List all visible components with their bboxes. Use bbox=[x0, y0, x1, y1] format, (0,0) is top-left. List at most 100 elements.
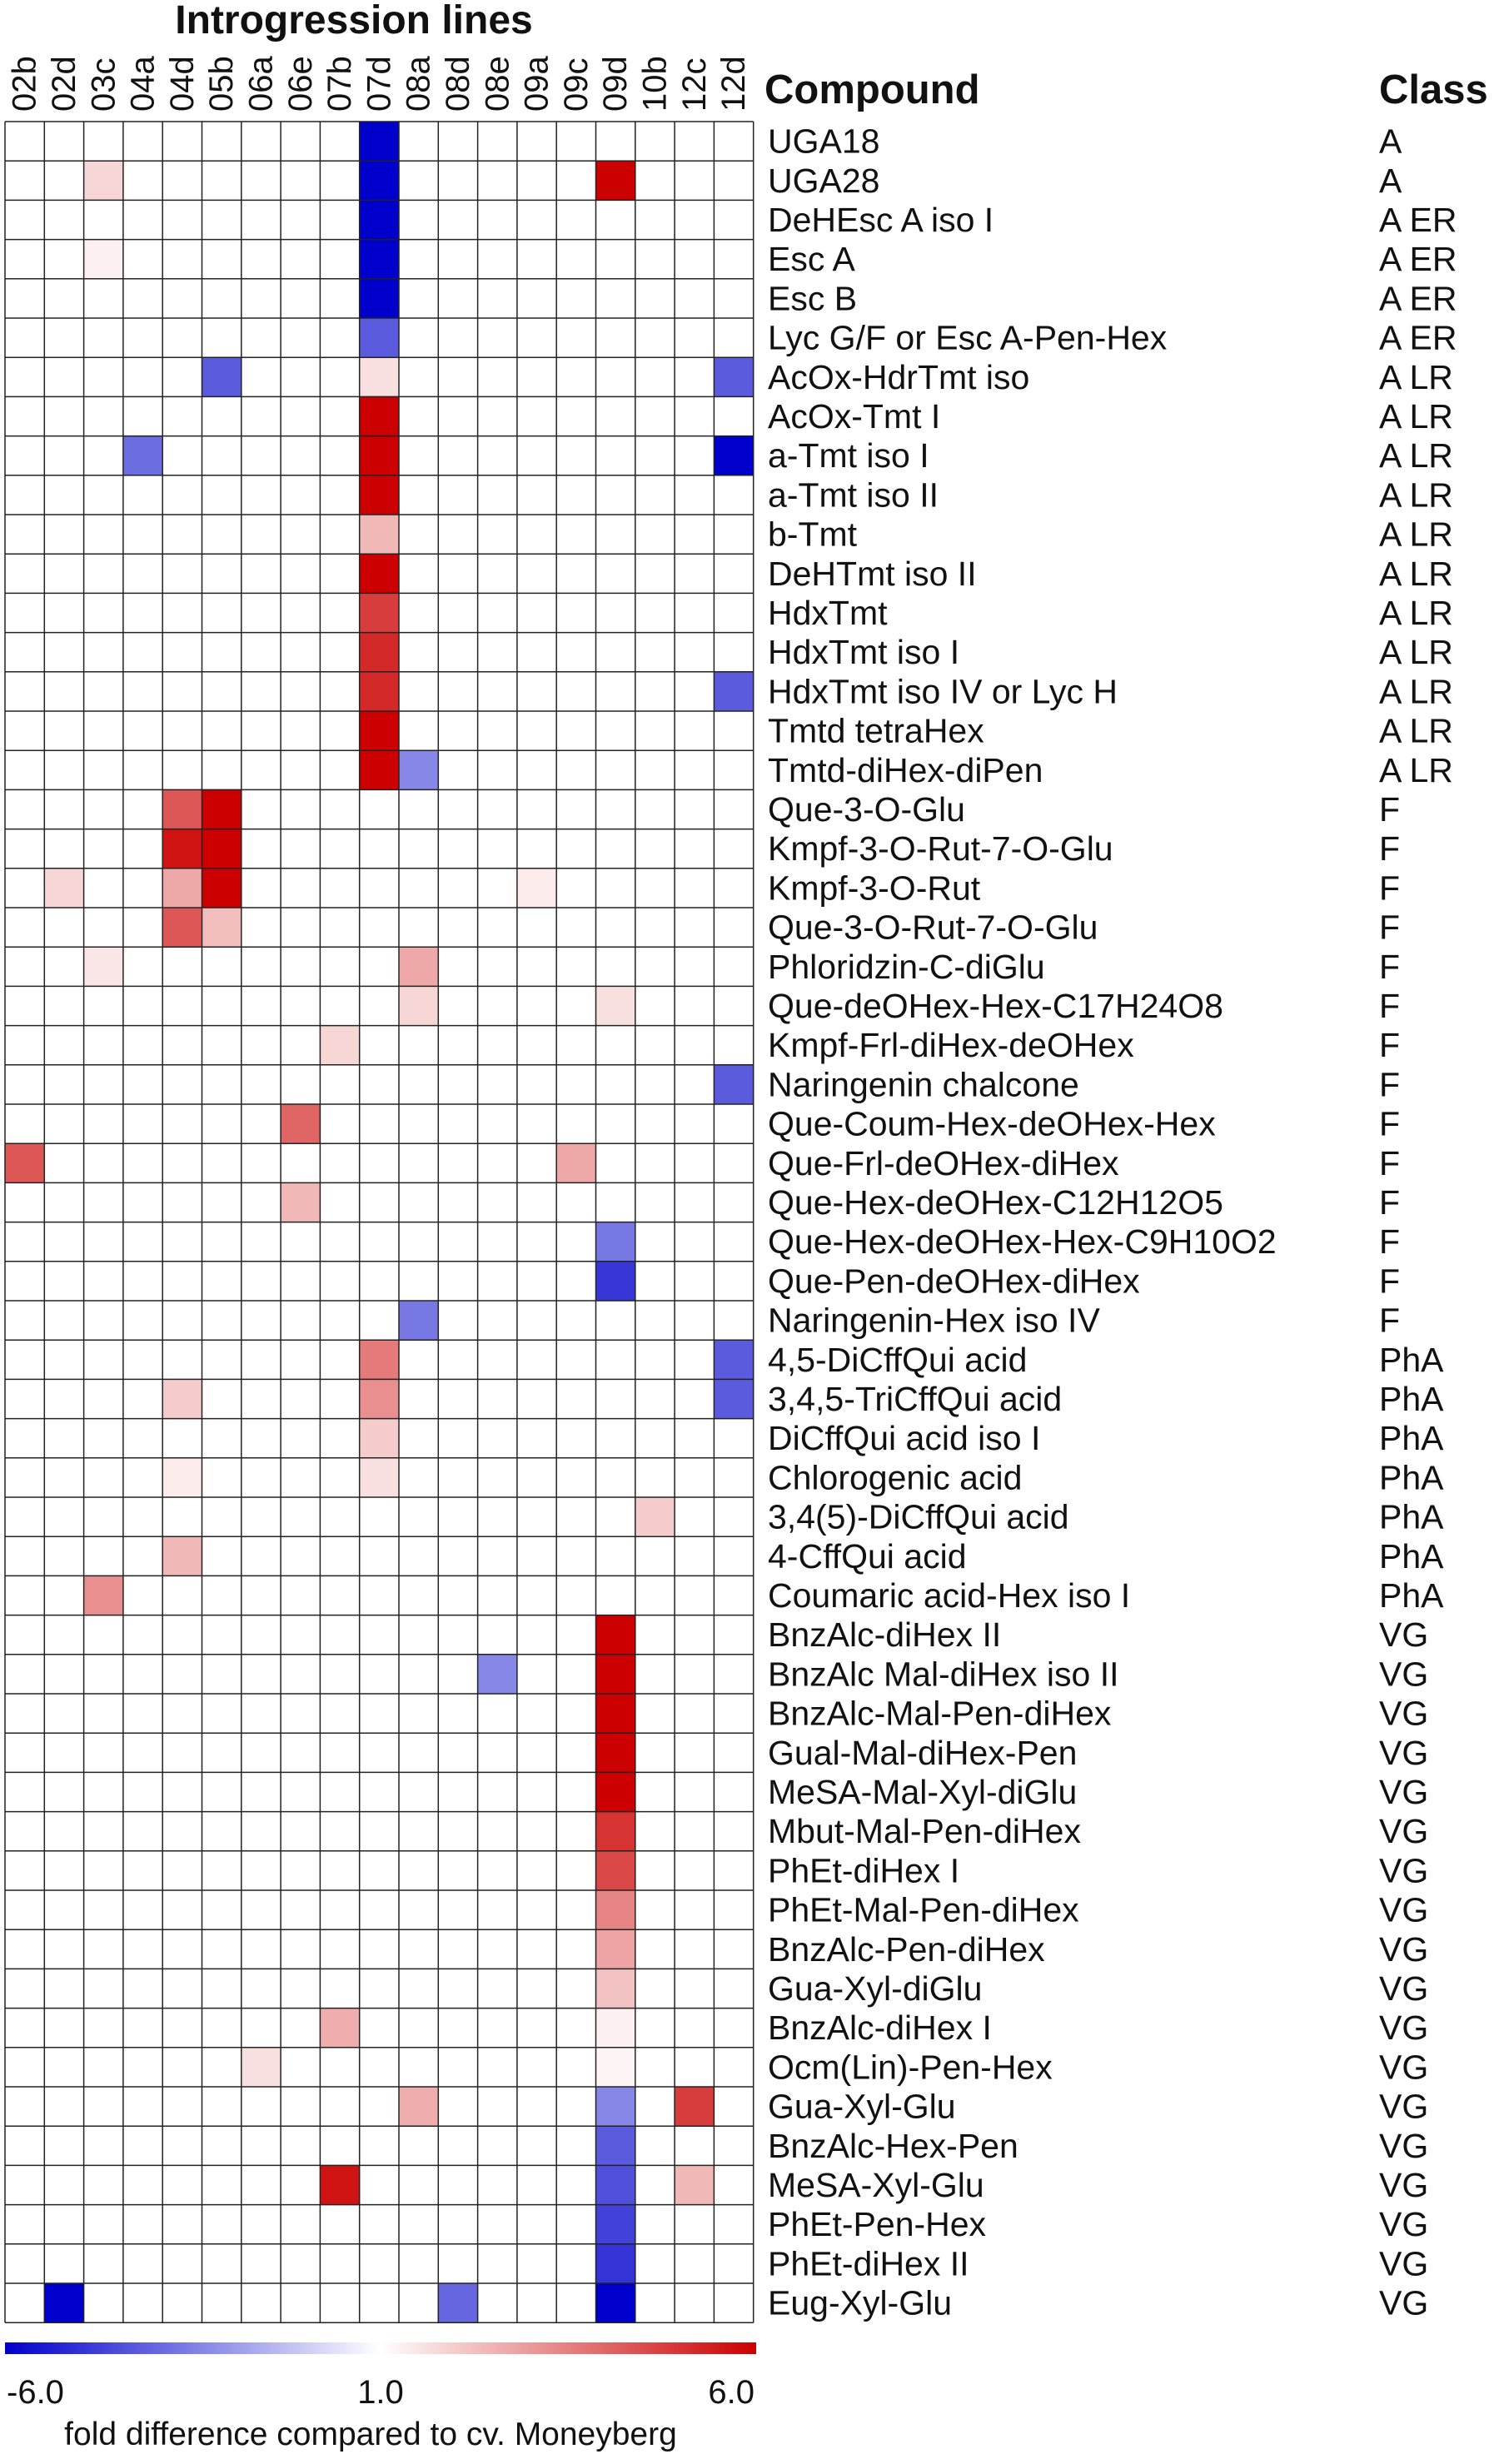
class-label: A ER bbox=[1379, 319, 1457, 357]
compound-label: Mbut-Mal-Pen-diHex bbox=[768, 1812, 1081, 1850]
heatmap-cell-07d-3 bbox=[359, 200, 399, 240]
class-label: F bbox=[1379, 1105, 1400, 1143]
compound-label: UGA28 bbox=[768, 162, 879, 200]
compound-label: Gual-Mal-diHex-Pen bbox=[768, 1734, 1077, 1772]
column-label-07b: 07b bbox=[321, 56, 358, 112]
class-label: F bbox=[1379, 1262, 1400, 1300]
class-label: VG bbox=[1379, 2205, 1428, 2243]
heatmap-cell-09d-53 bbox=[595, 2165, 635, 2205]
heatmap-cell-09d-44 bbox=[595, 1811, 635, 1851]
class-label: A LR bbox=[1379, 358, 1453, 396]
class-label: A LR bbox=[1379, 672, 1453, 710]
heatmap-cell-12d-7 bbox=[714, 357, 754, 397]
class-label: PhA bbox=[1379, 1380, 1444, 1418]
heatmap-cell-12d-15 bbox=[714, 671, 754, 711]
class-column-header: Class bbox=[1379, 67, 1488, 112]
class-label: VG bbox=[1379, 1734, 1428, 1772]
heatmap-cell-08a-17 bbox=[399, 750, 439, 790]
class-label: VG bbox=[1379, 2009, 1428, 2047]
class-label: F bbox=[1379, 908, 1400, 947]
class-label: A LR bbox=[1379, 751, 1453, 789]
class-label: A LR bbox=[1379, 555, 1453, 593]
compound-label: Kmpf-3-O-Rut bbox=[768, 869, 981, 907]
compound-label: Coumaric acid-Hex iso I bbox=[768, 1576, 1130, 1615]
class-label: A LR bbox=[1379, 515, 1453, 554]
class-label: A ER bbox=[1379, 279, 1457, 317]
heatmap-cell-09c-27 bbox=[556, 1143, 596, 1183]
class-label: PhA bbox=[1379, 1458, 1444, 1496]
column-label-07d: 07d bbox=[361, 56, 397, 112]
heatmap-cell-07d-2 bbox=[359, 161, 399, 201]
compound-label: HdxTmt iso I bbox=[768, 633, 959, 671]
compound-label: UGA18 bbox=[768, 122, 879, 161]
heatmap-cell-09d-29 bbox=[595, 1222, 635, 1262]
compound-label: PhEt-Pen-Hex bbox=[768, 2205, 987, 2243]
heatmap-cell-09d-41 bbox=[595, 1694, 635, 1734]
class-label: A ER bbox=[1379, 240, 1457, 278]
heatmap-cell-02b-27 bbox=[5, 1143, 45, 1183]
heatmap-cell-10b-36 bbox=[635, 1497, 675, 1537]
compound-label: BnzAlc-Mal-Pen-diHex bbox=[768, 1695, 1112, 1733]
class-label: A LR bbox=[1379, 712, 1453, 750]
heatmap-cell-04d-20 bbox=[162, 868, 202, 908]
compound-label: Que-Hex-deOHex-C12H12O5 bbox=[768, 1183, 1223, 1222]
compound-label: Que-3-O-Glu bbox=[768, 790, 965, 829]
compound-column-header: Compound bbox=[764, 67, 980, 112]
compound-label: Que-3-O-Rut-7-O-Glu bbox=[768, 908, 1098, 947]
heatmap-cell-09d-40 bbox=[595, 1654, 635, 1694]
heatmap-cell-05b-7 bbox=[202, 357, 242, 397]
class-label: VG bbox=[1379, 1655, 1428, 1693]
compound-label: 4,5-DiCffQui acid bbox=[768, 1341, 1027, 1379]
heatmap-cell-09d-49 bbox=[595, 2008, 635, 2048]
class-label: VG bbox=[1379, 1851, 1428, 1889]
class-label: PhA bbox=[1379, 1419, 1444, 1457]
class-label: VG bbox=[1379, 1615, 1428, 1654]
compound-label: Que-Pen-deOHex-diHex bbox=[768, 1262, 1140, 1300]
class-label: VG bbox=[1379, 2166, 1428, 2204]
heatmap-cell-08a-23 bbox=[399, 986, 439, 1026]
class-label: A LR bbox=[1379, 594, 1453, 632]
heatmap-cell-12c-51 bbox=[675, 2087, 715, 2127]
compound-label: Que-Coum-Hex-deOHex-Hex bbox=[768, 1105, 1216, 1143]
column-label-03c: 03c bbox=[85, 58, 122, 112]
heatmap-cell-04d-33 bbox=[162, 1379, 202, 1419]
heatmap-cell-09d-52 bbox=[595, 2126, 635, 2166]
heatmap-cell-03c-4 bbox=[83, 239, 123, 279]
heatmap-cell-07d-8 bbox=[359, 396, 399, 436]
heatmap-cell-07d-17 bbox=[359, 750, 399, 790]
class-label: PhA bbox=[1379, 1576, 1444, 1615]
colorbar-axis-label: fold difference compared to cv. Moneyber… bbox=[64, 2417, 677, 2452]
class-label: F bbox=[1379, 869, 1400, 907]
class-label: F bbox=[1379, 1026, 1400, 1064]
heatmap-cell-07d-15 bbox=[359, 671, 399, 711]
heatmap-cell-07d-14 bbox=[359, 632, 399, 672]
heatmap-cell-07d-35 bbox=[359, 1457, 399, 1497]
heatmap-cell-08d-56 bbox=[438, 2283, 478, 2323]
heatmap-cell-08a-51 bbox=[399, 2087, 439, 2127]
column-label-08a: 08a bbox=[401, 56, 437, 112]
class-label: A LR bbox=[1379, 436, 1453, 475]
compound-label: Kmpf-Frl-diHex-deOHex bbox=[768, 1026, 1134, 1064]
heatmap-cell-09d-54 bbox=[595, 2204, 635, 2244]
compound-label: PhEt-diHex I bbox=[768, 1851, 959, 1889]
heatmap-cell-08a-22 bbox=[399, 947, 439, 987]
compound-label: Eug-Xyl-Glu bbox=[768, 2284, 952, 2322]
column-label-06e: 06e bbox=[282, 56, 319, 112]
heatmap-cell-06e-26 bbox=[281, 1104, 321, 1144]
heatmap-cell-09d-47 bbox=[595, 1929, 635, 1969]
column-label-04d: 04d bbox=[164, 56, 201, 112]
heatmap-cell-04a-9 bbox=[122, 436, 163, 475]
compound-label: Ocm(Lin)-Pen-Hex bbox=[768, 2048, 1053, 2086]
heatmap-cell-07d-4 bbox=[359, 239, 399, 279]
heatmap-cell-07d-9 bbox=[359, 436, 399, 475]
compound-label: PhEt-Mal-Pen-diHex bbox=[768, 1891, 1079, 1929]
class-label: VG bbox=[1379, 2244, 1428, 2282]
class-label: F bbox=[1379, 1222, 1400, 1261]
compound-label: BnzAlc-diHex I bbox=[768, 2009, 992, 2047]
heatmap-cell-02d-20 bbox=[44, 868, 84, 908]
heatmap-cells bbox=[5, 122, 754, 2323]
compound-label: a-Tmt iso II bbox=[768, 475, 939, 514]
compound-label: Lyc G/F or Esc A-Pen-Hex bbox=[768, 319, 1168, 357]
column-label-12c: 12c bbox=[676, 58, 713, 112]
